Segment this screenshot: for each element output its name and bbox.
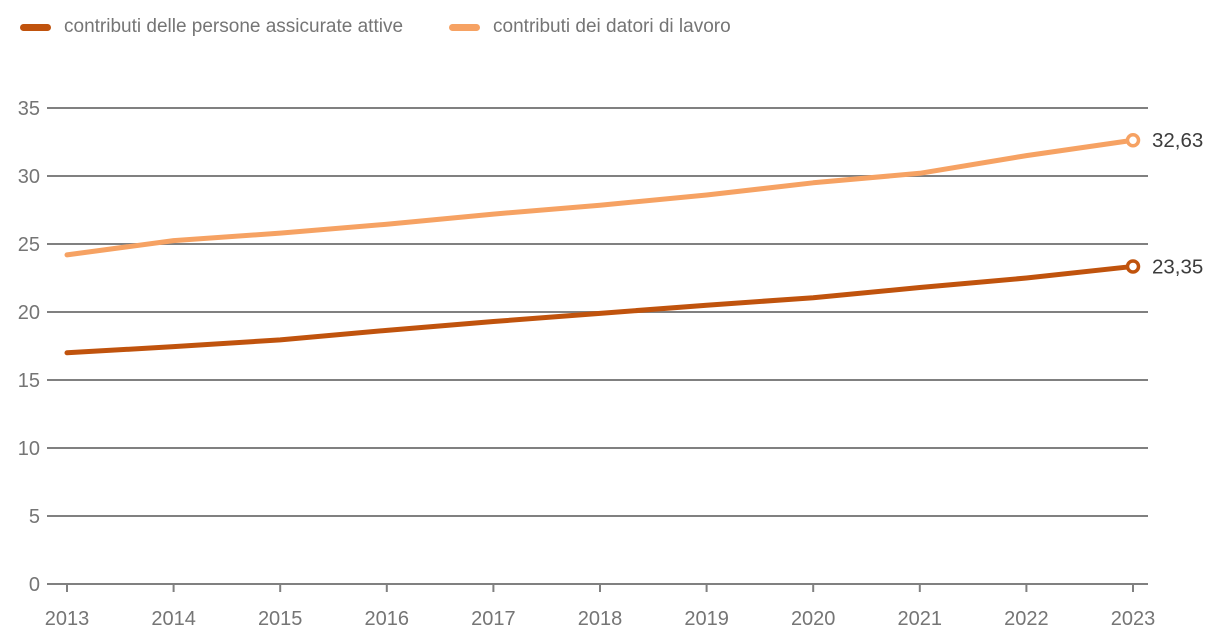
legend-label-employers: contributi dei datori di lavoro xyxy=(493,16,731,37)
legend-item-insured-persons[interactable]: contributi delle persone assicurate atti… xyxy=(20,16,403,38)
legend-label-insured-persons: contributi delle persone assicurate atti… xyxy=(64,16,404,37)
x-axis-tick-label: 2013 xyxy=(45,608,90,630)
legend-item-employers[interactable]: contributi dei datori di lavoro xyxy=(449,16,731,38)
x-axis-tick-label: 2020 xyxy=(791,608,836,630)
x-axis-tick-label: 2018 xyxy=(578,608,623,630)
legend-swatch-employers-icon xyxy=(449,23,481,31)
y-axis-tick-label: 0 xyxy=(29,574,40,596)
y-axis-tick-label: 10 xyxy=(18,438,40,460)
y-axis-tick-label: 15 xyxy=(18,370,40,392)
legend-swatch-insured-persons-icon xyxy=(20,23,51,31)
y-axis-tick-label: 30 xyxy=(18,166,40,188)
x-axis-tick-label: 2017 xyxy=(471,608,516,630)
series-end-point-marker xyxy=(1125,132,1141,148)
x-axis-tick-label: 2014 xyxy=(151,608,196,630)
series-line xyxy=(64,137,1136,258)
x-axis-tick-label: 2022 xyxy=(1004,608,1049,630)
y-axis-tick-label: 25 xyxy=(18,234,40,256)
series-end-value-label: 23,35 xyxy=(1152,255,1203,278)
y-axis-tick-label: 35 xyxy=(18,98,40,120)
y-axis-tick-label: 5 xyxy=(29,506,40,528)
x-axis-tick-label: 2023 xyxy=(1111,608,1156,630)
series-line xyxy=(64,263,1136,356)
series-end-point-marker xyxy=(1125,259,1141,274)
x-axis-tick-label: 2021 xyxy=(898,608,943,630)
x-axis-tick-label: 2015 xyxy=(258,608,303,630)
x-axis-tick-label: 2016 xyxy=(365,608,410,630)
series-end-value-label: 32,63 xyxy=(1152,129,1203,152)
chart-legend: contributi delle persone assicurate atti… xyxy=(20,16,731,38)
x-axis-tick-label: 2019 xyxy=(684,608,729,630)
y-axis-tick-label: 20 xyxy=(18,302,40,324)
